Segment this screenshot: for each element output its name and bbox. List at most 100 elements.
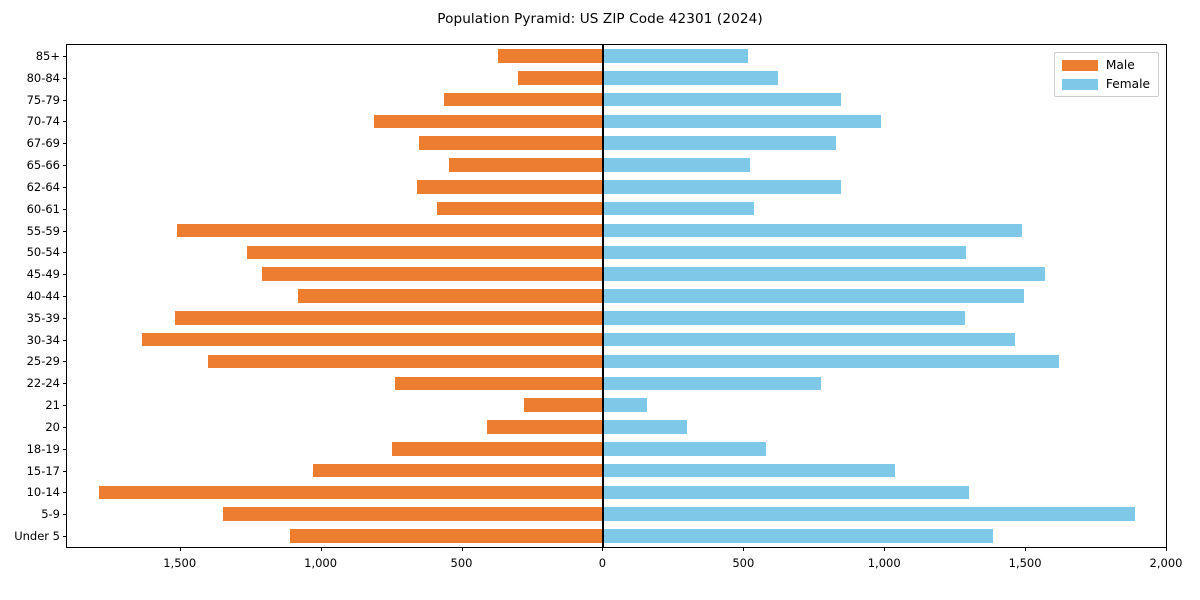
y-tick-mark	[63, 405, 67, 407]
chart-legend: Male Female	[1053, 52, 1159, 97]
bar-row	[67, 180, 1166, 194]
y-tick-label-18-19: 18-19	[26, 441, 60, 456]
y-tick-mark	[63, 230, 67, 232]
bar-row	[67, 485, 1166, 500]
y-tick-mark	[63, 274, 67, 276]
x-tick-mark	[1166, 547, 1167, 551]
legend-item-female[interactable]: Female	[1061, 77, 1150, 91]
bar-male-18-19	[391, 442, 603, 456]
x-tick-label: 0	[598, 556, 607, 570]
y-tick-label-10-14: 10-14	[26, 485, 60, 500]
bar-male-under-5	[289, 529, 603, 543]
y-tick-label-60-61: 60-61	[26, 201, 60, 216]
bar-female-55-59	[602, 223, 1022, 238]
bar-female-35-39	[602, 311, 965, 325]
bar-row	[67, 92, 1166, 107]
y-tick-label-30-34: 30-34	[26, 332, 60, 347]
bar-male-62-64	[416, 180, 603, 194]
y-tick-label-55-59: 55-59	[26, 223, 60, 238]
bar-male-55-59	[177, 223, 603, 238]
y-tick-label-75-79: 75-79	[26, 92, 60, 107]
bar-female-50-54	[602, 245, 966, 260]
y-tick-mark	[63, 55, 67, 57]
bar-male-65-66	[448, 158, 603, 172]
y-tick-label-21: 21	[45, 398, 60, 413]
y-tick-label-50-54: 50-54	[26, 245, 60, 260]
legend-swatch-male	[1061, 59, 1098, 71]
x-tick-mark	[1025, 547, 1027, 551]
bar-female-70-74	[602, 114, 882, 129]
y-tick-mark	[63, 448, 67, 450]
y-tick-mark	[63, 536, 67, 538]
bar-row	[67, 529, 1166, 543]
y-tick-mark	[63, 317, 67, 319]
bar-female-25-29	[602, 354, 1059, 369]
bar-row	[67, 114, 1166, 129]
y-tick-mark	[63, 165, 67, 167]
bar-female-60-61	[602, 201, 754, 216]
bar-female-21	[602, 398, 647, 412]
y-tick-label-40-44: 40-44	[26, 289, 60, 303]
bar-male-50-54	[246, 245, 603, 260]
bar-female-62-64	[602, 180, 842, 194]
x-tick-label: 1,000	[867, 556, 901, 570]
legend-swatch-female	[1061, 78, 1098, 90]
legend-label-male: Male	[1105, 58, 1135, 72]
x-tick-label: 500	[450, 556, 473, 570]
y-tick-mark	[63, 208, 67, 210]
bar-female-40-44	[602, 289, 1025, 303]
bar-female-under-5	[602, 529, 993, 543]
legend-item-male[interactable]: Male	[1061, 58, 1150, 72]
bar-female-30-34	[602, 332, 1016, 347]
bar-row	[67, 420, 1166, 434]
bar-male-75-79	[444, 92, 603, 107]
y-tick-label-65-66: 65-66	[26, 158, 60, 173]
x-tick-mark	[602, 547, 604, 551]
bar-row	[67, 158, 1166, 172]
bar-row	[67, 223, 1166, 238]
y-tick-mark	[63, 470, 67, 472]
bar-row	[67, 507, 1166, 522]
y-tick-mark	[63, 77, 67, 79]
y-tick-mark	[63, 99, 67, 101]
x-tick-label: 1,500	[1008, 556, 1042, 570]
y-tick-mark	[63, 383, 67, 385]
x-tick-label: 1,000	[304, 556, 338, 570]
x-tick-mark	[884, 547, 886, 551]
y-tick-label-22-24: 22-24	[26, 376, 60, 391]
y-tick-mark	[63, 426, 67, 428]
bar-male-30-34	[141, 332, 603, 347]
y-tick-label-under-5: Under 5	[14, 529, 60, 544]
bar-male-22-24	[395, 376, 603, 391]
bar-male-35-39	[175, 311, 603, 325]
y-tick-label-62-64: 62-64	[26, 179, 60, 194]
x-tick-label: 1,500	[163, 556, 197, 570]
bar-female-45-49	[602, 267, 1045, 281]
bar-male-45-49	[262, 267, 603, 281]
y-tick-mark	[63, 252, 67, 254]
bar-female-85-	[602, 49, 748, 63]
y-tick-label-15-17: 15-17	[26, 463, 60, 478]
y-tick-mark	[63, 361, 67, 363]
y-tick-label-67-69: 67-69	[26, 136, 60, 151]
bar-row	[67, 267, 1166, 281]
bar-row	[67, 289, 1166, 303]
legend-label-female: Female	[1105, 77, 1150, 91]
y-tick-mark	[63, 492, 67, 494]
bar-female-15-17	[602, 463, 896, 478]
bar-female-65-66	[602, 158, 750, 172]
x-tick-mark	[320, 547, 322, 551]
bar-male-80-84	[518, 70, 603, 85]
bar-male-10-14	[99, 485, 603, 500]
bar-female-22-24	[602, 376, 821, 391]
bar-female-5-9	[602, 507, 1135, 522]
y-tick-mark	[63, 339, 67, 341]
bar-row	[67, 398, 1166, 412]
bar-row	[67, 136, 1166, 150]
y-tick-mark	[63, 514, 67, 516]
bar-female-80-84	[602, 70, 779, 85]
bar-row	[67, 49, 1166, 63]
bars-layer	[67, 45, 1166, 547]
y-tick-label-5-9: 5-9	[41, 507, 60, 522]
